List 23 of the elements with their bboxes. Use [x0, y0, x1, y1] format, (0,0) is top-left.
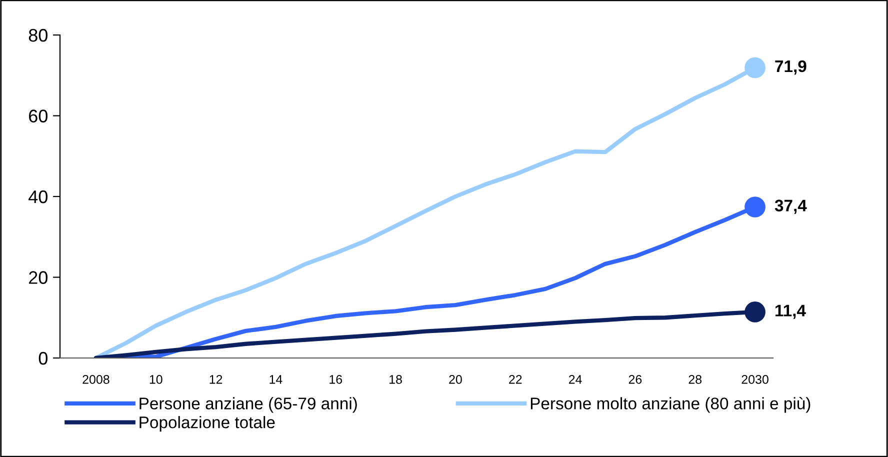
y-tick-label: 80	[28, 28, 48, 42]
x-tick-label: 18	[390, 374, 402, 384]
x-tick-label: 2030	[742, 374, 768, 384]
x-tick-label: 2008	[82, 374, 110, 384]
data-label: 11,4	[776, 304, 806, 319]
legend-label: Persone anziane (65-79 anni)	[140, 397, 357, 413]
x-tick-label: 10	[150, 374, 162, 384]
legend-label: Popolazione totale	[140, 416, 275, 432]
y-tick-label: 40	[28, 190, 48, 204]
legend-label: Persone molto anziane (80 anni e più)	[530, 396, 810, 413]
y-tick-label: 0	[38, 352, 48, 365]
x-tick-label: 12	[210, 374, 222, 384]
y-tick-label: 60	[29, 110, 48, 122]
y-tick-label: 20	[29, 271, 48, 284]
x-tick-label: 28	[688, 374, 702, 384]
x-tick-label: 16	[330, 374, 342, 384]
x-tick-label: 20	[449, 374, 462, 384]
data-label: 37,4	[774, 200, 807, 214]
x-tick-label: 26	[628, 374, 642, 384]
data-label: 71,9	[775, 60, 806, 75]
x-tick-label: 14	[270, 375, 282, 384]
x-tick-label: 22	[509, 374, 522, 384]
x-tick-label: 24	[568, 374, 582, 384]
